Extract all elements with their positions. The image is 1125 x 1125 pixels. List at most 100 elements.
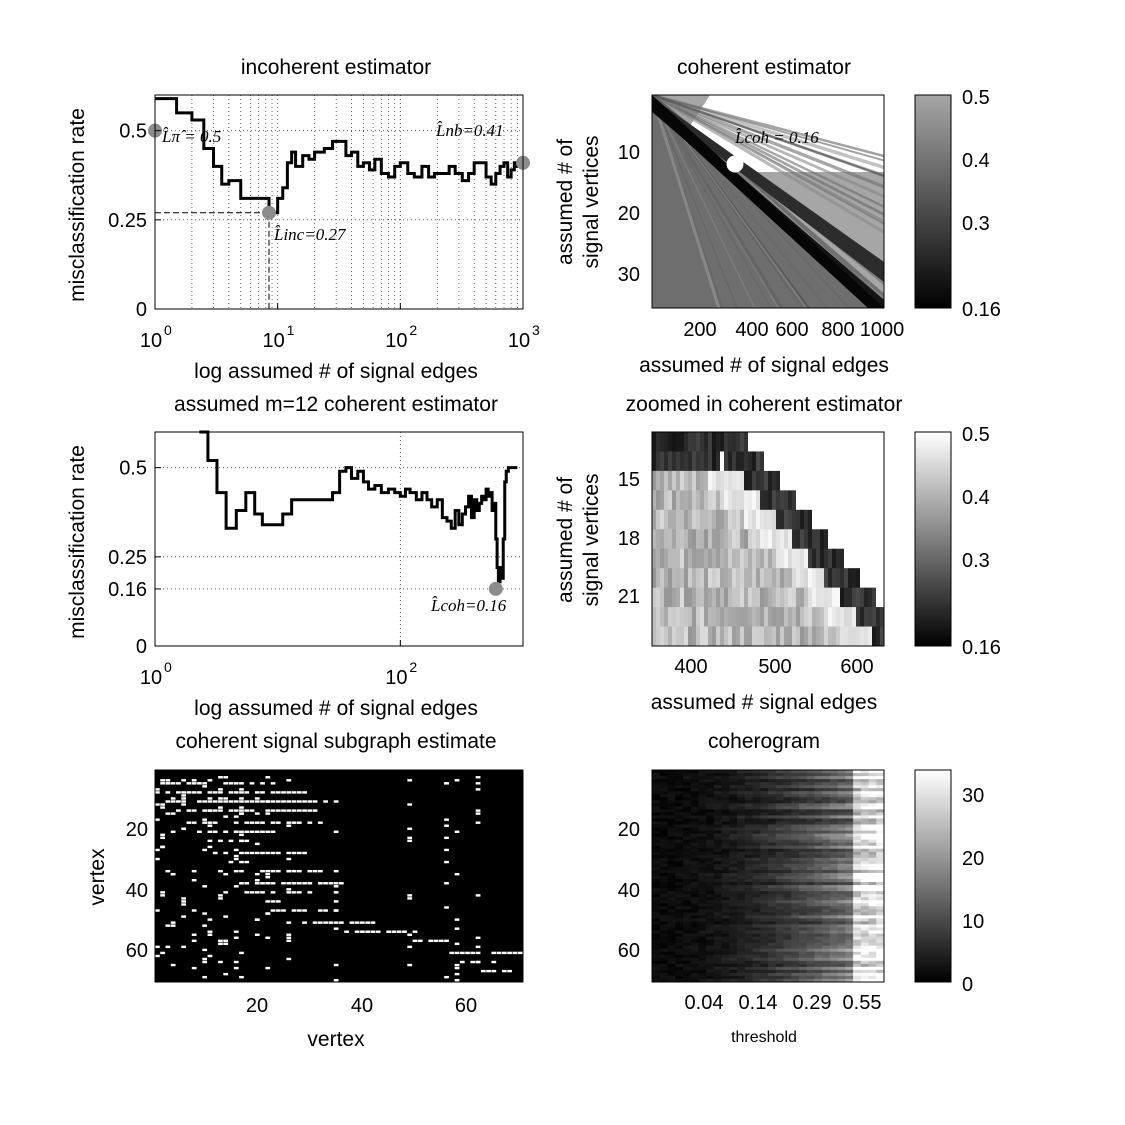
p2-heatmap [652, 95, 884, 308]
p3-title: assumed m=12 coherent estimator [174, 393, 498, 416]
panel-m12-coherent-estimator: assumed m=12 coherent estimator 10 0 10 2 0… [66, 393, 524, 720]
p1-grid [155, 95, 523, 309]
p2-cb-tick: 0.16 [962, 299, 1001, 321]
p2-xtick: 1000 [860, 319, 905, 341]
panel-zoomed-coherent-estimator: zoomed in coherent estimator 400 500 600… [554, 393, 1001, 714]
panel-coherent-estimator: coherent estimator L̂coh = 0.16 200 400 … [554, 56, 1001, 377]
p3-grid [155, 432, 523, 646]
p6-y-ticks: 20 40 60 [618, 819, 640, 962]
p6-cb-tick: 20 [962, 848, 984, 870]
p6-x-ticks: 0.04 0.14 0.29 0.55 [685, 992, 882, 1014]
x-tick-exponent: 1 [287, 322, 295, 338]
x-tick-label: 10 [385, 330, 407, 352]
x-tick-exponent: 2 [409, 322, 417, 338]
p6-cb-tick: 0 [962, 974, 973, 996]
p4-xtick: 500 [758, 656, 791, 678]
panel-incoherent-estimator: incoherent estimator 10 0 10 1 10 2 10 3 00.250… [66, 56, 540, 383]
p3-axes-box [154, 431, 524, 647]
p5-xlabel: vertex [307, 1028, 365, 1051]
marker-point [488, 581, 503, 596]
p4-heatmap [652, 432, 884, 646]
p4-xtick: 600 [840, 656, 873, 678]
p4-xtick: 400 [674, 656, 707, 678]
p2-xtick: 200 [683, 319, 716, 341]
marker-point [262, 205, 277, 220]
p2-colorbar-ticks: 0.5 0.4 0.3 0.16 [962, 87, 1001, 321]
p4-ytick: 15 [618, 469, 640, 491]
p6-heatmap [652, 770, 884, 982]
y-tick-label: 0.16 [108, 579, 147, 601]
p2-xlabel: assumed # of signal edges [639, 354, 889, 377]
p3-xlabel: log assumed # of signal edges [194, 697, 478, 720]
p6-axes-box [651, 769, 885, 983]
p4-cb-tick: 0.5 [962, 424, 990, 446]
x-tick-exponent: 3 [532, 322, 540, 338]
p2-colorbar [914, 94, 952, 309]
y-tick-label: 0 [136, 299, 147, 321]
p2-ylabel-line2: signal vertices [580, 135, 603, 268]
p5-xtick: 20 [246, 995, 268, 1017]
p5-axes-box [154, 769, 524, 983]
p5-ytick: 40 [126, 880, 148, 902]
x-tick-label: 10 [263, 330, 285, 352]
x-tick-exponent: 2 [409, 659, 417, 675]
p5-heatmap-bg [155, 770, 523, 982]
p6-ytick: 60 [618, 940, 640, 962]
p6-cb-tick: 10 [962, 911, 984, 933]
p4-ylabel-line2: signal vertices [580, 473, 603, 606]
p1-series-line [155, 97, 525, 215]
p1-ylabel: misclassification rate [66, 108, 89, 302]
p2-ylabel-line1: assumed # of [554, 139, 577, 265]
p3-y-ticks: 0 0.16 0.25 0.5 [108, 458, 161, 658]
y-tick-label: 0 [136, 636, 147, 658]
x-tick-exponent: 0 [164, 659, 172, 675]
p3-markers [488, 581, 503, 596]
panel-signal-subgraph: coherent signal subgraph estimate 20 40 … [86, 730, 533, 1051]
p2-y-ticks: 10 20 30 [618, 142, 640, 286]
p1-annotation-prior: L̂π̂ = 0.5 [161, 127, 221, 146]
p6-ytick: 20 [618, 819, 640, 841]
p6-colorbar-ticks: 30 20 10 0 [962, 785, 984, 996]
p4-x-ticks: 400 500 600 [674, 656, 873, 678]
p4-title: zoomed in coherent estimator [626, 393, 903, 416]
y-tick-label: 0.5 [119, 121, 147, 143]
p5-ytick: 20 [126, 819, 148, 841]
p2-cb-tick: 0.5 [962, 87, 990, 109]
p5-xtick: 60 [455, 995, 477, 1017]
x-tick-label: 10 [140, 667, 162, 689]
p1-axes-box [154, 94, 524, 310]
p6-title: coherogram [708, 730, 820, 753]
p3-annotation: L̂coh=0.16 [430, 596, 507, 615]
p2-xtick: 400 [735, 319, 768, 341]
p5-ytick: 60 [126, 940, 148, 962]
p5-y-ticks: 20 40 60 [126, 819, 148, 962]
y-tick-label: 0.5 [119, 458, 147, 480]
x-tick-label: 10 [385, 667, 407, 689]
p6-xlabel: threshold [731, 1029, 797, 1046]
p2-title: coherent estimator [677, 56, 851, 79]
p6-xtick: 0.04 [685, 992, 724, 1014]
p4-cb-tick: 0.16 [962, 637, 1001, 659]
p6-xtick: 0.14 [739, 992, 778, 1014]
p6-xtick: 0.29 [793, 992, 832, 1014]
p6-xtick: 0.55 [843, 992, 882, 1014]
p5-x-ticks: 20 40 60 [246, 995, 477, 1017]
p4-cb-tick: 0.3 [962, 550, 990, 572]
p2-min-marker [726, 155, 744, 173]
x-tick-exponent: 0 [164, 322, 172, 338]
p3-x-ticks: 10 0 10 2 [140, 640, 417, 689]
p2-ytick: 10 [618, 142, 640, 164]
p5-title: coherent signal subgraph estimate [175, 730, 496, 753]
p4-cb-tick: 0.4 [962, 487, 990, 509]
x-tick-label: 10 [508, 330, 530, 352]
p2-cb-tick: 0.4 [962, 150, 990, 172]
x-tick-label: 10 [140, 330, 162, 352]
p6-cb-tick: 30 [962, 785, 984, 807]
p1-reference-lines [155, 212, 270, 309]
p1-title: incoherent estimator [241, 56, 431, 79]
p6-colorbar [914, 769, 952, 983]
p1-annotation-inc: L̂inc=0.27 [273, 225, 347, 244]
p6-ytick: 40 [618, 880, 640, 902]
p2-xtick: 600 [775, 319, 808, 341]
